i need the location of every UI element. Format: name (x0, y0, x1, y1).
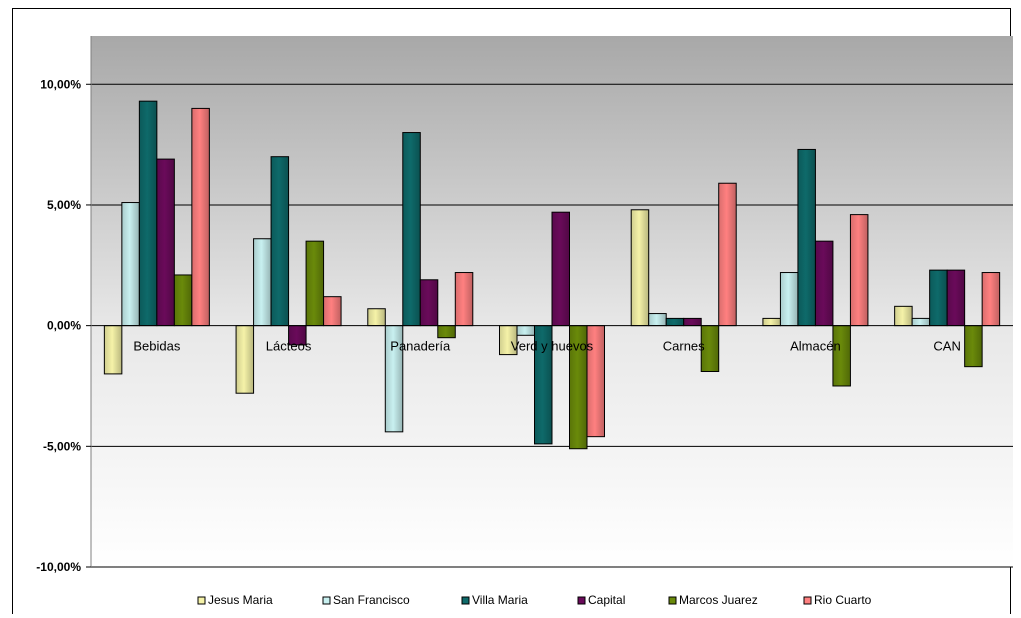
bar (630, 209, 650, 327)
bar (718, 182, 737, 327)
bar (253, 238, 272, 327)
legend: Jesus Maria San Francisco Villa Maria Capit… (197, 593, 872, 607)
bar (305, 240, 325, 327)
category-label: Carnes (663, 339, 705, 354)
category-labels: Bebidas Lácteos Panadería Verd y huevos Carn… (133, 339, 961, 354)
bar (419, 279, 439, 327)
legend-swatch (197, 596, 206, 605)
bar (191, 107, 210, 327)
bar (270, 156, 290, 327)
legend-label: Rio Cuarto (814, 593, 872, 607)
bar (683, 317, 702, 327)
bar (849, 214, 869, 327)
bar (832, 325, 851, 387)
legend-swatch (803, 596, 812, 605)
bar (121, 202, 140, 327)
category-label: Verd y huevos (511, 339, 594, 354)
bar (665, 317, 685, 327)
bar (402, 132, 421, 327)
bar (814, 240, 834, 327)
bar (964, 325, 983, 368)
bar (946, 269, 966, 327)
bar (323, 296, 342, 327)
bar (894, 305, 913, 327)
bar (929, 269, 948, 327)
bar (797, 148, 816, 327)
bar (981, 272, 1001, 327)
legend-label: San Francisco (333, 593, 410, 607)
bar (516, 325, 535, 336)
bar (911, 317, 931, 327)
legend-swatch (668, 596, 677, 605)
bar (156, 158, 175, 327)
bar (762, 317, 781, 327)
bar (367, 308, 386, 327)
category-label: CAN (933, 339, 960, 354)
legend-label: Jesus Maria (208, 593, 273, 607)
bar (138, 100, 158, 327)
category-label: Panadería (390, 339, 451, 354)
y-tick-label: -10,00% (36, 560, 81, 574)
y-tick-label: -5,00% (43, 439, 81, 453)
bar (454, 272, 474, 327)
category-label: Lácteos (266, 339, 312, 354)
legend-swatch (322, 596, 331, 605)
bar (648, 313, 667, 327)
legend-swatch (461, 596, 470, 605)
gridlines (91, 83, 1013, 568)
bar (103, 325, 123, 375)
legend-label: Marcos Juarez (679, 593, 758, 607)
legend-label: Capital (588, 593, 625, 607)
y-axis-tick-labels: 10,00% 5,00% 0,00% -5,00% -10,00% (36, 77, 91, 574)
bar (437, 325, 456, 339)
y-tick-label: 10,00% (40, 77, 81, 91)
category-label: Bebidas (133, 339, 180, 354)
bar (551, 211, 570, 327)
bar (235, 325, 255, 394)
legend-swatch (577, 596, 586, 605)
category-label: Almacén (790, 339, 841, 354)
y-tick-label: 5,00% (47, 198, 81, 212)
y-tick-label: 0,00% (47, 319, 81, 333)
bar (779, 272, 799, 327)
bar (173, 274, 193, 327)
legend-label: Villa Maria (472, 593, 528, 607)
